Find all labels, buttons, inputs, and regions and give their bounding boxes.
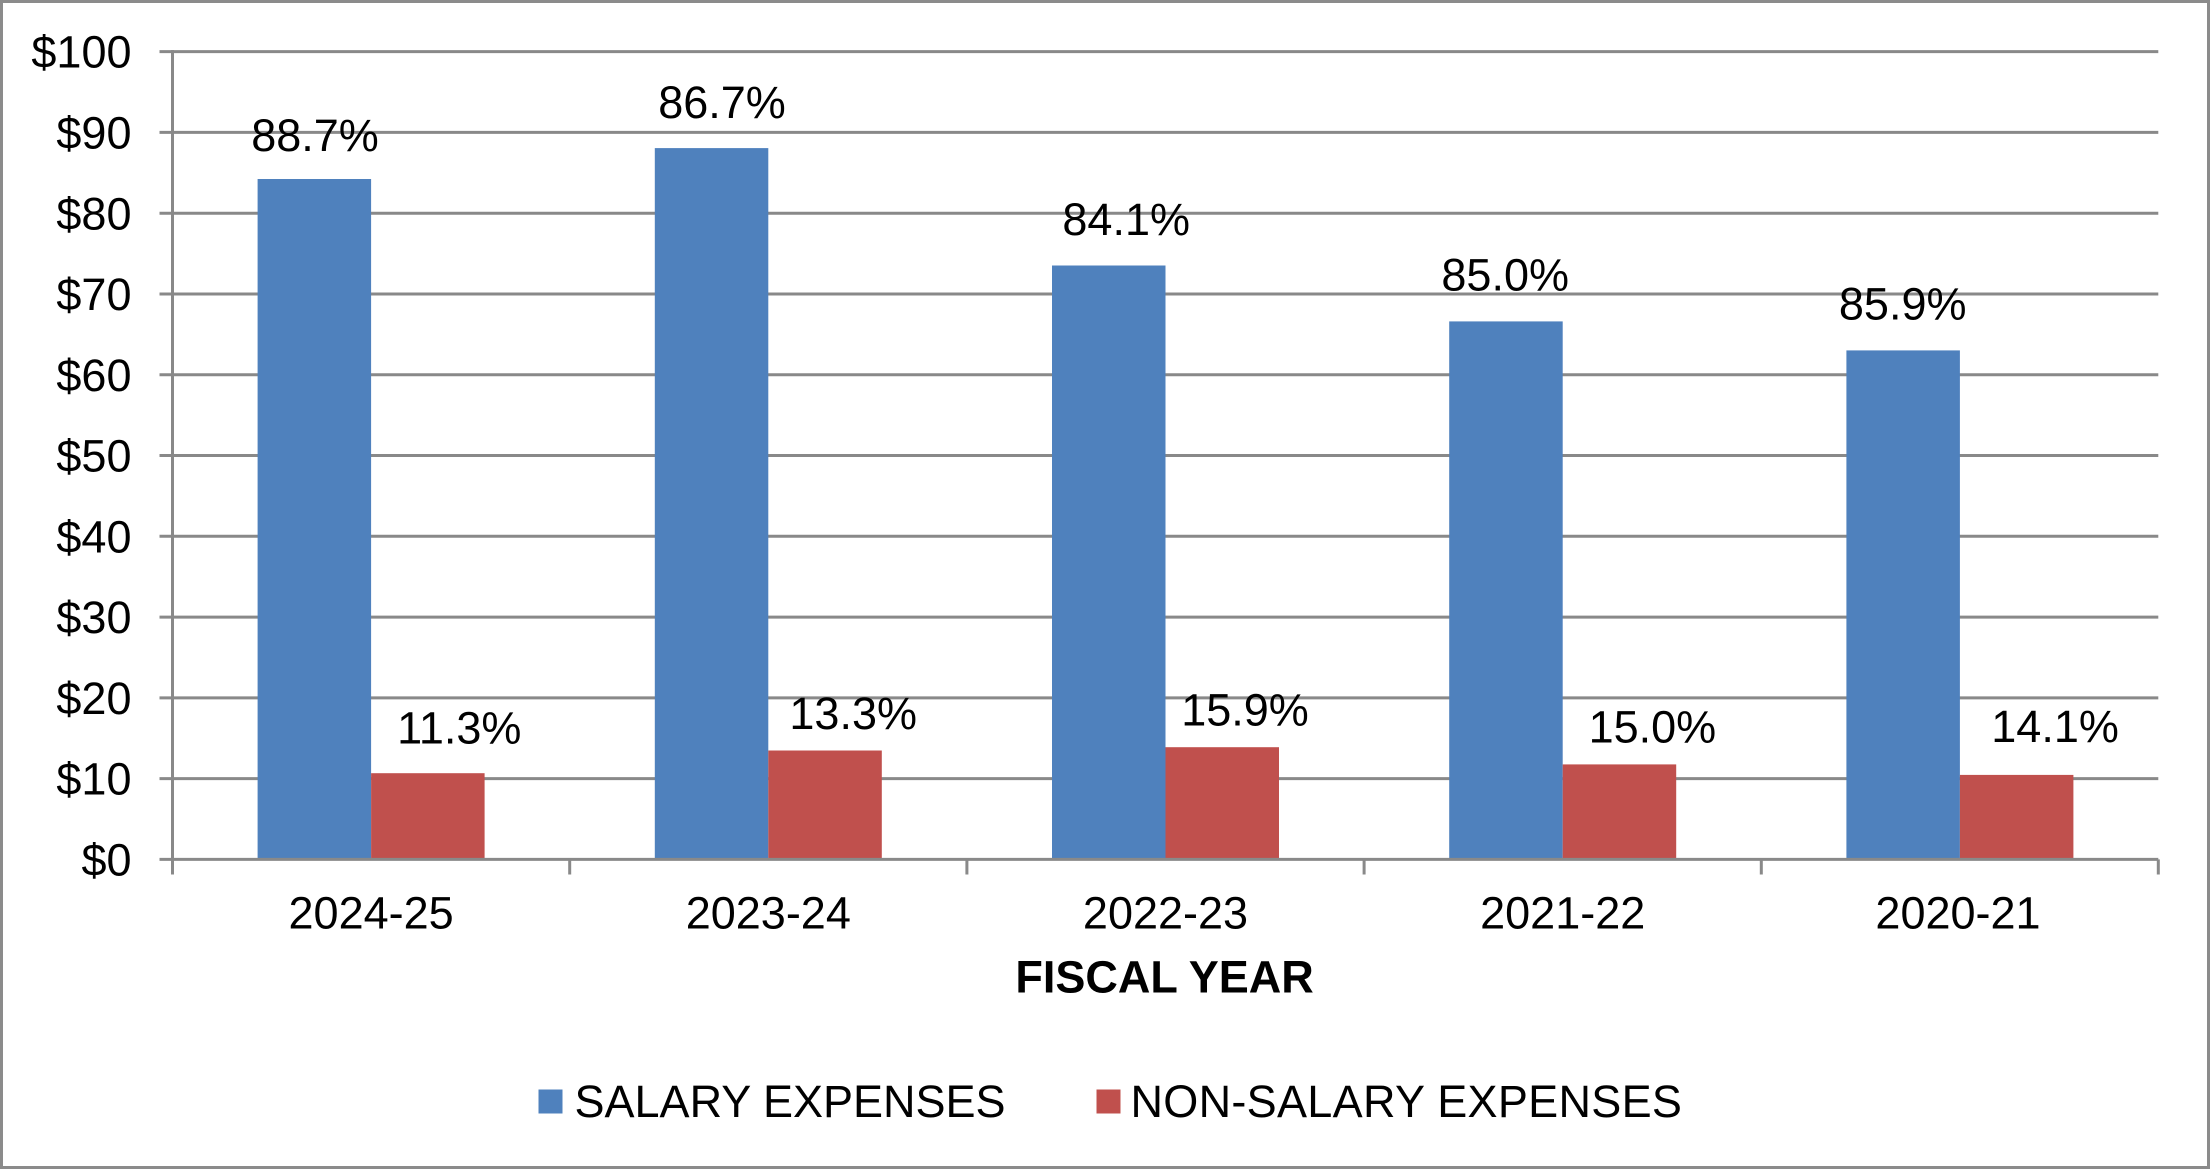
svg-text:$30: $30: [56, 592, 131, 643]
svg-text:$90: $90: [56, 108, 131, 159]
svg-text:$40: $40: [56, 511, 131, 562]
svg-text:86.7%: 86.7%: [658, 77, 786, 128]
svg-text:$50: $50: [56, 431, 131, 482]
svg-text:$60: $60: [56, 350, 131, 401]
svg-text:14.1%: 14.1%: [1991, 701, 2119, 752]
svg-text:$20: $20: [56, 673, 131, 724]
svg-text:SALARY EXPENSES: SALARY EXPENSES: [575, 1076, 1006, 1127]
svg-text:15.0%: 15.0%: [1589, 701, 1717, 752]
svg-text:15.9%: 15.9%: [1181, 684, 1309, 735]
svg-text:NON-SALARY EXPENSES: NON-SALARY EXPENSES: [1131, 1076, 1683, 1127]
svg-text:84.1%: 84.1%: [1062, 194, 1190, 245]
svg-text:85.9%: 85.9%: [1839, 279, 1967, 330]
svg-text:13.3%: 13.3%: [789, 688, 917, 739]
svg-text:88.7%: 88.7%: [251, 110, 379, 161]
svg-text:2024-25: 2024-25: [289, 888, 454, 939]
svg-text:2021-22: 2021-22: [1480, 888, 1645, 939]
svg-text:FISCAL YEAR: FISCAL YEAR: [1015, 952, 1313, 1003]
svg-text:2020-21: 2020-21: [1875, 888, 2040, 939]
svg-text:11.3%: 11.3%: [397, 702, 521, 753]
svg-text:$10: $10: [56, 754, 131, 805]
svg-text:$70: $70: [56, 269, 131, 320]
svg-text:85.0%: 85.0%: [1441, 249, 1569, 300]
svg-text:$80: $80: [56, 188, 131, 239]
svg-text:2023-24: 2023-24: [686, 888, 851, 939]
svg-text:2022-23: 2022-23: [1083, 888, 1248, 939]
svg-text:$0: $0: [81, 835, 131, 886]
svg-text:$100: $100: [31, 27, 131, 78]
